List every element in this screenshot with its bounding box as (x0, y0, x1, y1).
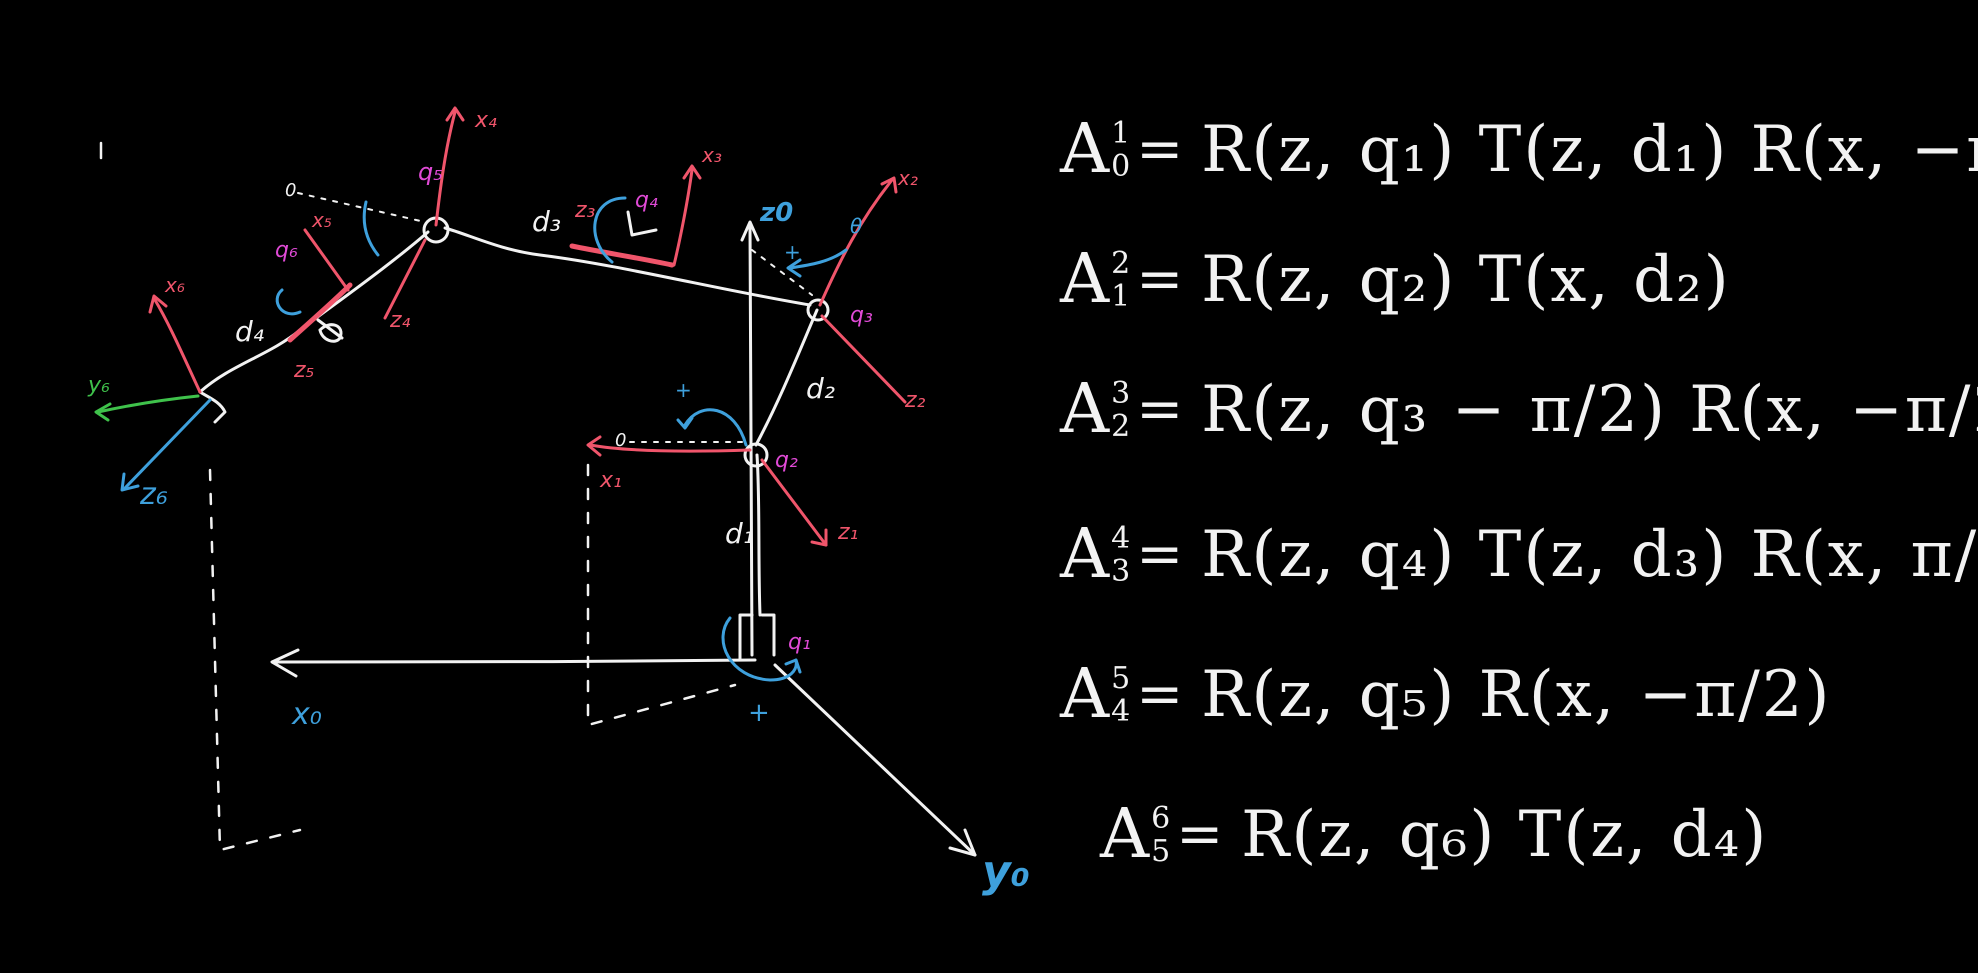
label-x0: x₀ (292, 700, 322, 730)
label-y6: y₆ (88, 375, 110, 397)
label-z3: z₃ (575, 200, 595, 222)
label-x5: x₅ (312, 210, 332, 230)
label-q1: q₁ (788, 632, 811, 654)
label-z4: z₄ (390, 310, 410, 332)
label-x2: x₂ (898, 168, 918, 188)
label-x4: x₄ (475, 110, 497, 132)
equation-rhs: R(z, q₃ − π/2) R(x, −π/2) (1201, 373, 1978, 447)
x3-axis (674, 170, 692, 265)
link-d3 (445, 228, 810, 305)
label-q5: q₅ (418, 160, 443, 184)
x2-axis (820, 180, 892, 305)
dashed-projection-left (210, 470, 300, 850)
equation-rhs: R(z, q₁) T(z, d₁) R(x, −π/2) (1201, 113, 1978, 187)
equation-a01: A 10 = R(z, q₁) T(z, d₁) R(x, −π/2) (1060, 110, 1978, 189)
theta-mark-q3: θ (850, 216, 862, 236)
q6-rotation-arrow (277, 290, 300, 314)
label-d3: d₃ (532, 208, 561, 236)
label-q3: q₃ (850, 305, 873, 327)
dashed-projection-mid (588, 465, 735, 725)
label-x1: x₁ (600, 470, 622, 492)
label-z2: z₂ (905, 390, 925, 412)
equation-rhs: R(z, q₆) T(z, d₄) (1241, 798, 1768, 872)
equation-rhs: R(z, q₄) T(z, d₃) R(x, π/2) (1201, 518, 1978, 592)
x1-axis (590, 445, 750, 451)
label-y0: y₀ (982, 850, 1030, 894)
label-q6: q₆ (275, 240, 298, 262)
dh-transform-equations: A 10 = R(z, q₁) T(z, d₁) R(x, −π/2) A 21… (1060, 110, 1960, 930)
z0-axis (750, 225, 752, 655)
q2-rotation-arrow (685, 410, 746, 445)
label-q2: q₂ (775, 450, 798, 472)
label-d4: d₄ (235, 318, 264, 346)
label-d2: d₂ (806, 375, 835, 403)
label-z5: z₅ (294, 360, 314, 382)
plus-mark-q3: + (784, 242, 801, 262)
label-x6: x₆ (165, 275, 185, 295)
label-z0: z0 (760, 200, 793, 226)
plus-mark-base: + (748, 700, 770, 726)
zero-mark-q5: 0 (285, 182, 296, 200)
label-d1: d₁ (725, 520, 754, 548)
y6-axis (98, 396, 198, 412)
x5-axis (305, 230, 348, 290)
label-x3: x₃ (702, 145, 722, 165)
q4-angle-mark (628, 212, 656, 235)
x6-axis (155, 300, 200, 392)
label-q4: q₄ (635, 190, 658, 212)
z6-axis (125, 400, 210, 488)
y0-axis (775, 665, 975, 855)
link-d1 (757, 455, 760, 615)
x0-axis (275, 660, 755, 662)
q3-zero-ray (752, 250, 812, 295)
q1-rotation-arrow (723, 618, 796, 680)
joint-q6-wrist (320, 325, 341, 342)
base-joint-bracket (740, 615, 774, 660)
label-z1: z₁ (838, 522, 858, 544)
plus-mark-q2: + (675, 380, 692, 400)
zero-mark-q2: 0 (615, 432, 626, 450)
equation-rhs: R(z, q₅) R(x, −π/2) (1201, 658, 1831, 732)
equation-rhs: R(z, q₂) T(x, d₂) (1201, 243, 1731, 317)
label-z6: z₆ (140, 480, 168, 510)
